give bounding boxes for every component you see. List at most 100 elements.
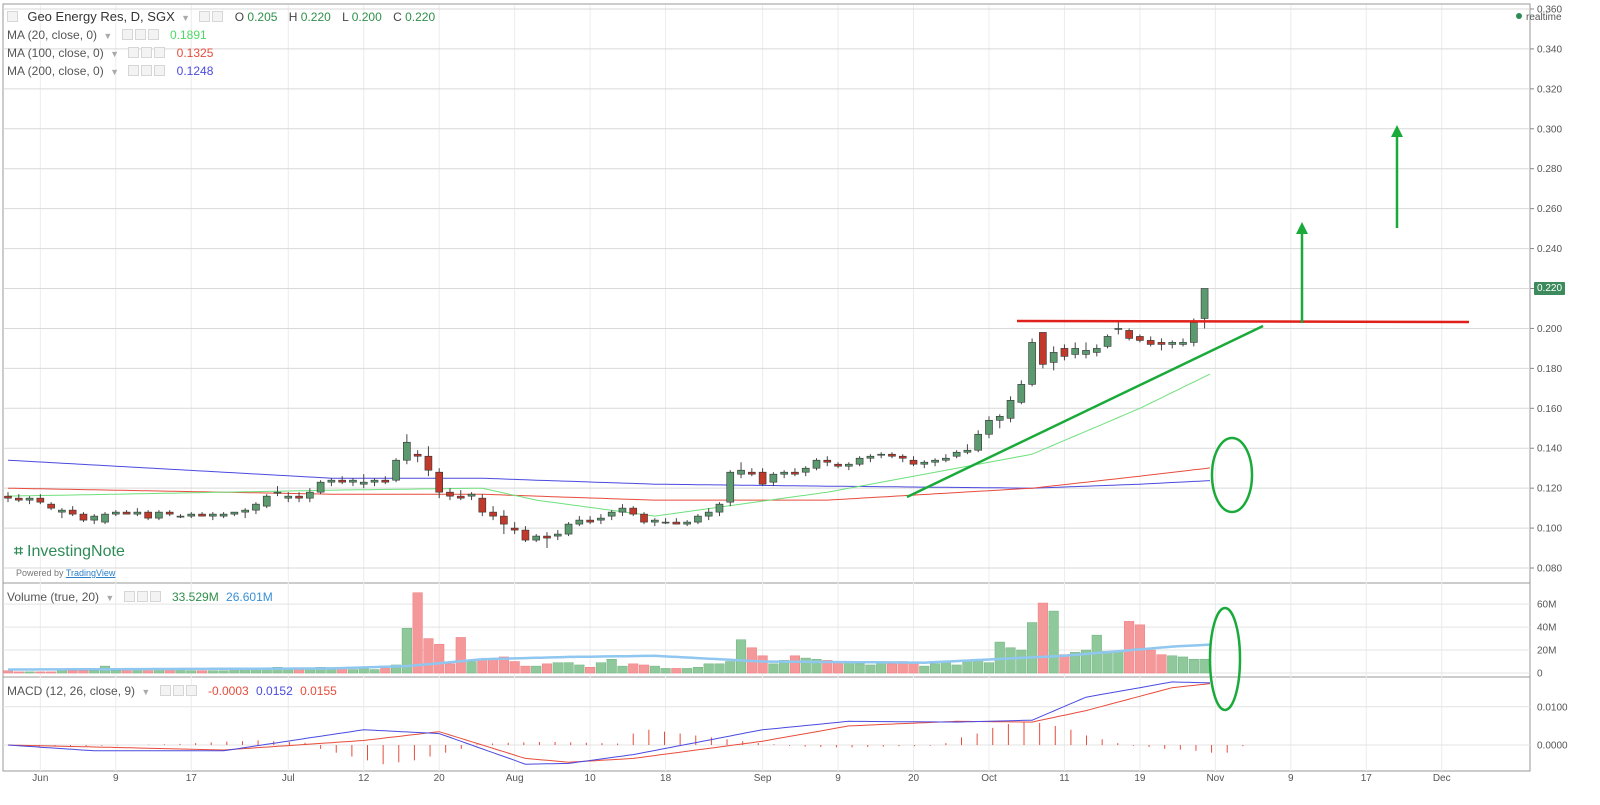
candle: [370, 478, 379, 487]
volume-bar: [1070, 652, 1081, 674]
candle-body: [241, 509, 249, 513]
candle-body: [780, 471, 788, 475]
macd-tick-label: 0.0100: [1537, 702, 1568, 713]
settings-icon[interactable]: [199, 11, 211, 22]
volume-bar: [1113, 650, 1124, 674]
volume-bar: [908, 662, 919, 674]
chevron-down-icon[interactable]: ▼: [181, 13, 191, 23]
volume-bar: [585, 667, 596, 674]
candle-body: [1200, 288, 1209, 319]
candle: [252, 502, 260, 515]
tradingview-link[interactable]: TradingView: [65, 568, 116, 578]
candle-body: [467, 493, 476, 497]
candle-body: [446, 491, 454, 497]
candle-body: [823, 459, 832, 463]
collapse-icon[interactable]: [7, 11, 18, 22]
close-icon[interactable]: [154, 47, 166, 58]
x-tick-label: Dec: [1433, 773, 1451, 784]
candle: [295, 492, 303, 503]
volume-bar: [628, 663, 639, 674]
candle: [866, 454, 875, 463]
volume-bar: [735, 639, 747, 674]
highlight-ma-ellipse: [1210, 436, 1254, 514]
volume-bar: [240, 669, 251, 674]
x-tick-label: 9: [835, 773, 841, 784]
candle: [209, 512, 217, 521]
candle: [500, 510, 508, 535]
settings-icon[interactable]: [128, 47, 140, 58]
candle-body: [1082, 350, 1090, 355]
settings-icon[interactable]: [128, 65, 140, 76]
chevron-down-icon[interactable]: ▼: [105, 593, 115, 603]
candle-body: [413, 453, 422, 457]
visibility-icon[interactable]: [212, 11, 224, 22]
volume-bar: [13, 671, 24, 674]
candle: [446, 488, 454, 501]
candle: [1146, 336, 1155, 347]
volume-bar: [703, 663, 714, 674]
candle-body: [262, 495, 271, 507]
arrow-head-icon: [1296, 222, 1308, 234]
macd-line: [7, 681, 1211, 765]
ma20-legend: MA (20, close, 0) ▼ 0.1891: [7, 28, 207, 42]
volume-bar: [757, 655, 768, 674]
visibility-icon[interactable]: [134, 29, 146, 40]
visibility-icon[interactable]: [141, 65, 153, 76]
ma20-value: 0.1891: [170, 28, 207, 42]
candle-body: [327, 479, 336, 483]
close-icon[interactable]: [149, 591, 161, 602]
volume-bar: [78, 670, 89, 674]
visibility-icon[interactable]: [136, 591, 148, 602]
volume-bar: [1188, 658, 1199, 674]
chevron-down-icon[interactable]: ▼: [110, 49, 119, 59]
volume-bar: [369, 669, 380, 674]
close-icon[interactable]: [154, 65, 166, 76]
candle: [456, 490, 465, 501]
x-tick-label: Jun: [32, 773, 48, 784]
investingnote-logo[interactable]: ⌗ InvestingNote: [14, 543, 125, 560]
price-tick-label: 0.180: [1537, 364, 1562, 375]
volume-bar: [1177, 656, 1189, 674]
candle: [629, 506, 638, 517]
candle: [748, 468, 756, 477]
candle-body: [36, 497, 45, 503]
candle: [1006, 396, 1015, 423]
volume-bar: [2, 670, 14, 674]
candle: [1028, 338, 1036, 387]
candle-body: [500, 515, 508, 525]
candle: [661, 518, 670, 525]
candle: [273, 486, 282, 497]
volume-bar: [121, 670, 132, 674]
visibility-icon[interactable]: [172, 685, 184, 696]
candle: [640, 512, 648, 525]
candle-body: [737, 469, 745, 475]
candle: [834, 462, 842, 469]
close-icon[interactable]: [147, 29, 159, 40]
chevron-down-icon[interactable]: ▼: [103, 31, 113, 41]
visibility-icon[interactable]: [141, 47, 153, 58]
low-value: 0.200: [351, 10, 382, 24]
chevron-down-icon[interactable]: ▼: [110, 67, 119, 77]
volume-value: 33.529M: [172, 590, 219, 604]
volume-bar: [541, 663, 553, 674]
volume-bar: [1102, 650, 1113, 674]
volume-bar: [46, 671, 57, 674]
candle: [176, 514, 185, 519]
chevron-down-icon[interactable]: ▼: [141, 687, 151, 697]
arrow-head-icon: [1391, 125, 1403, 137]
price-tick-label: 0.120: [1537, 484, 1562, 495]
candle: [392, 458, 400, 483]
x-tick-label: 20: [908, 773, 920, 784]
candle-body: [392, 459, 400, 481]
settings-icon[interactable]: [123, 591, 135, 602]
volume-bar: [800, 657, 811, 674]
candle: [112, 510, 120, 517]
settings-icon[interactable]: [159, 685, 171, 696]
close-icon[interactable]: [185, 685, 197, 696]
trend-drawings[interactable]: [906, 125, 1470, 712]
price-tick-label: 0.320: [1537, 84, 1562, 95]
volume-bar: [196, 670, 208, 674]
settings-icon[interactable]: [121, 29, 133, 40]
volume-bar: [294, 669, 305, 674]
